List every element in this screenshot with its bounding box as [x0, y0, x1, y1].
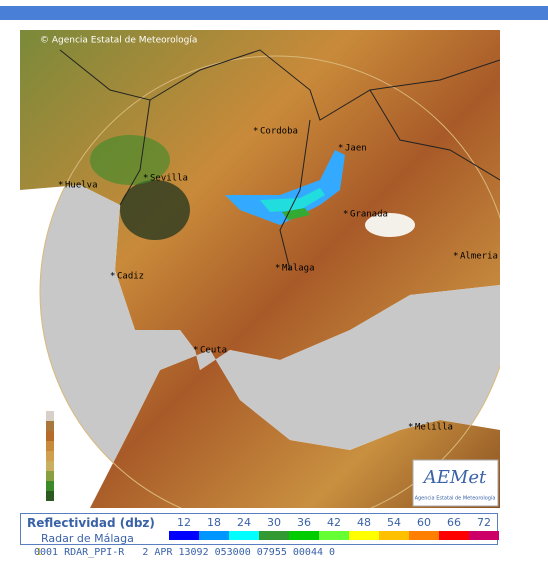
lowland — [90, 135, 170, 185]
city-marker: * — [193, 346, 198, 356]
oro-swatch — [46, 431, 54, 441]
borders — [59, 49, 500, 271]
legend-subtitle: Radar de Málaga — [41, 532, 134, 545]
dbz-label: 66 — [447, 516, 461, 529]
oro-swatch — [46, 411, 54, 421]
radar-map: © Agencia Estatal de Meteorología * Cordo… — [20, 30, 500, 508]
echo-core — [260, 188, 325, 212]
city-label: Ceuta — [200, 346, 227, 356]
oro-label: 2000 — [26, 412, 44, 420]
city-label: Malaga — [282, 264, 315, 274]
status-frame: 1 — [36, 547, 43, 558]
echo — [225, 150, 345, 225]
dbz-swatch — [469, 531, 499, 540]
dbz-label: 42 — [327, 516, 341, 529]
city-marker: * — [343, 210, 348, 220]
sea — [40, 185, 500, 508]
dbz-swatch — [379, 531, 409, 540]
city-marker: * — [58, 181, 63, 191]
dbz-label: 48 — [357, 516, 371, 529]
city-marker: * — [275, 264, 280, 274]
city-label: Huelva — [65, 181, 98, 191]
oro-label: 1500 — [26, 422, 44, 430]
status-line: 0001 RDAR_PPI-R 2 APR 13092 053000 07955… — [34, 547, 336, 558]
oro-swatch — [46, 421, 54, 431]
dbz-label: 60 — [417, 516, 431, 529]
oro-label: 400 — [31, 472, 44, 480]
top-bar — [0, 6, 548, 20]
radar-range — [39, 55, 500, 508]
city-label: Melilla — [415, 423, 453, 433]
oro-swatch — [46, 491, 54, 501]
oro-label: 0 — [40, 492, 44, 500]
legend-title: Reflectividad (dbz) — [27, 516, 155, 530]
dbz-swatch — [199, 531, 229, 540]
city-label: Cadiz — [117, 272, 144, 282]
city-marker: * — [408, 423, 413, 433]
oro-swatch — [46, 441, 54, 451]
dbz-label: 36 — [297, 516, 311, 529]
oro-label: 800 — [31, 452, 44, 460]
dbz-swatch — [319, 531, 349, 540]
logo-name: AEMet — [422, 467, 487, 488]
dbz-swatch — [439, 531, 469, 540]
city-marker: * — [338, 144, 343, 154]
city-label: Granada — [350, 210, 388, 220]
dbz-label: 12 — [177, 516, 191, 529]
dbz-swatch — [259, 531, 289, 540]
oro-label: 1250 — [26, 432, 44, 440]
dbz-label: 54 — [387, 516, 401, 529]
dbz-swatch — [229, 531, 259, 540]
oro-swatch — [46, 471, 54, 481]
city-label: Jaen — [345, 144, 367, 154]
city-label: Almeria — [460, 252, 498, 262]
oro-title: Orografía (m) — [60, 426, 69, 480]
logo-caption: Agencia Estatal de Meteorología — [415, 495, 496, 502]
oro-swatch — [46, 401, 54, 411]
reflectivity-legend: Reflectividad (dbz) Radar de Málaga 12 18… — [20, 513, 499, 545]
dbz-swatch — [169, 531, 199, 540]
city-marker: * — [453, 252, 458, 262]
city-marker: * — [143, 174, 148, 184]
credit: © Agencia Estatal de Meteorología — [40, 36, 197, 46]
oro-label: 1000 — [26, 442, 44, 450]
dbz-swatch — [349, 531, 379, 540]
city-label: Cordoba — [260, 127, 298, 137]
city-marker: * — [253, 127, 258, 137]
dbz-label: 72 — [477, 516, 491, 529]
dbz-label: 30 — [267, 516, 281, 529]
oro-swatch — [46, 481, 54, 491]
city-marker: * — [110, 272, 115, 282]
snow — [365, 213, 415, 237]
oro-label: 200 — [31, 482, 44, 490]
city-label: Sevilla — [150, 174, 188, 184]
valley — [120, 180, 190, 240]
oro-swatch — [46, 461, 54, 471]
dbz-swatch — [409, 531, 439, 540]
oro-label: >2500 — [20, 402, 44, 410]
oro-swatch — [46, 451, 54, 461]
oro-label: 600 — [31, 462, 44, 470]
dbz-swatch — [289, 531, 319, 540]
logo: AEMet Agencia Estatal de Meteorología — [412, 459, 499, 507]
dbz-label: 18 — [207, 516, 221, 529]
dbz-label: 24 — [237, 516, 251, 529]
